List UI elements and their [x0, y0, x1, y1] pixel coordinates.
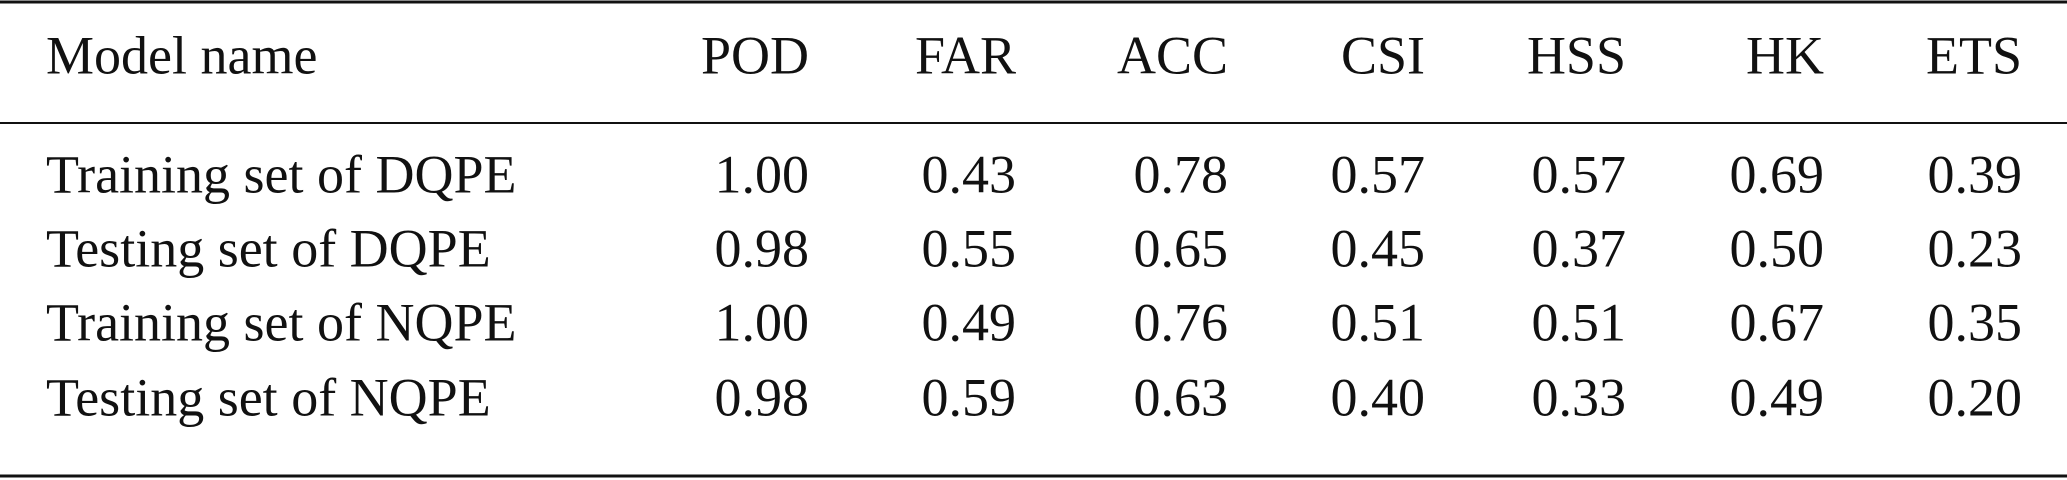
cell: 0.57	[1331, 144, 1426, 204]
row-label: Training set of NQPE	[46, 292, 517, 352]
cell: 0.55	[922, 218, 1017, 278]
row-label: Testing set of DQPE	[46, 218, 491, 278]
cell: 0.78	[1134, 144, 1229, 204]
cell: 0.33	[1532, 367, 1627, 427]
cell: 1.00	[715, 144, 810, 204]
cell: 0.65	[1134, 218, 1229, 278]
header-cell: Model name	[46, 25, 317, 85]
header-cell: POD	[701, 25, 809, 85]
cell: 0.51	[1331, 292, 1426, 352]
cell: 0.69	[1730, 144, 1825, 204]
header-cell: CSI	[1341, 25, 1425, 85]
header-cell: FAR	[915, 25, 1016, 85]
cell: 0.63	[1134, 367, 1229, 427]
cell: 0.49	[1730, 367, 1825, 427]
header-cell: ETS	[1926, 25, 2022, 85]
cell: 0.67	[1730, 292, 1825, 352]
cell: 0.51	[1532, 292, 1627, 352]
cell: 0.43	[922, 144, 1017, 204]
cell: 0.37	[1532, 218, 1627, 278]
cell: 0.76	[1134, 292, 1229, 352]
header-cell: HSS	[1527, 25, 1626, 85]
cell: 0.35	[1928, 292, 2023, 352]
cell: 0.39	[1928, 144, 2023, 204]
row-label: Training set of DQPE	[46, 144, 517, 204]
cell: 0.57	[1532, 144, 1627, 204]
cell: 0.59	[922, 367, 1017, 427]
cell: 0.20	[1928, 367, 2023, 427]
cell: 0.23	[1928, 218, 2023, 278]
cell: 1.00	[715, 292, 810, 352]
cell: 0.45	[1331, 218, 1426, 278]
header-cell: HK	[1746, 25, 1824, 85]
header-cell: ACC	[1117, 25, 1228, 85]
cell: 0.49	[922, 292, 1017, 352]
row-label: Testing set of NQPE	[46, 367, 491, 427]
cell: 0.98	[715, 367, 810, 427]
cell: 0.50	[1730, 218, 1825, 278]
cell: 0.98	[715, 218, 810, 278]
cell: 0.40	[1331, 367, 1426, 427]
